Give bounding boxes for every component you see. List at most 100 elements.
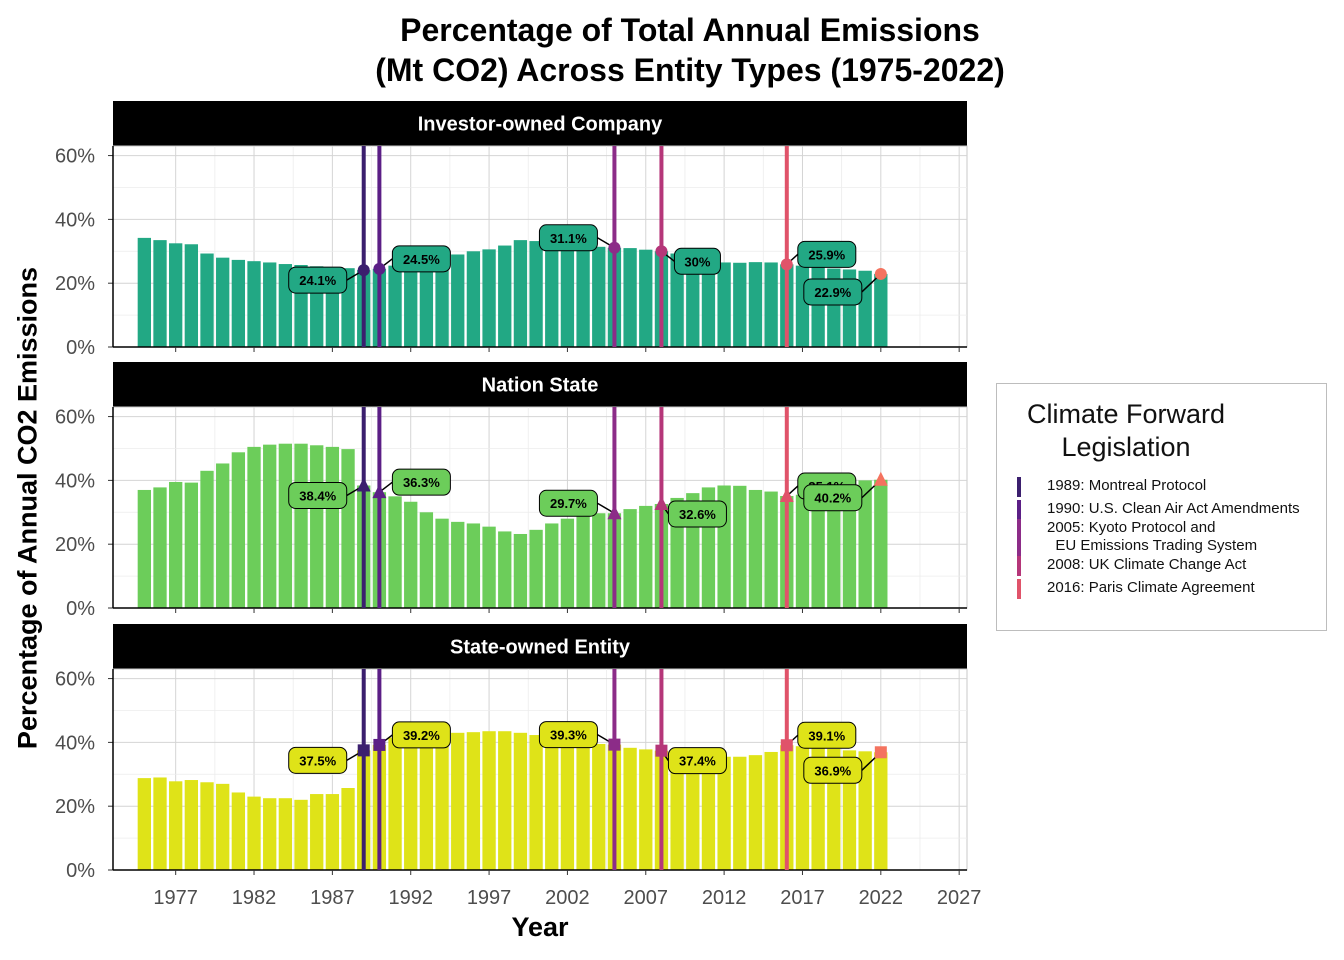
legend-swatch — [1017, 579, 1021, 599]
bar — [764, 491, 778, 608]
y-tick-label: 0% — [66, 598, 95, 620]
bar — [701, 257, 716, 347]
bar — [498, 245, 512, 347]
bar — [404, 501, 418, 608]
y-tick-label: 20% — [55, 796, 95, 818]
bar — [623, 509, 637, 608]
legend-item-label: 2005: Kyoto Protocol and EU Emissions Tr… — [1047, 519, 1258, 554]
x-tick-label: 1987 — [310, 887, 355, 909]
annotation-label: 39.1% — [808, 728, 845, 743]
bar — [153, 240, 167, 347]
bar — [545, 523, 559, 608]
bar — [294, 799, 308, 870]
bar — [200, 782, 214, 870]
bar — [247, 446, 261, 608]
bar — [419, 512, 434, 608]
x-tick-label: 2012 — [702, 887, 747, 909]
bar — [748, 262, 763, 347]
bar — [623, 248, 637, 347]
chart-title-line-2: (Mt CO2) Across Entity Types (1975-2022) — [375, 52, 1005, 88]
bar — [341, 788, 355, 870]
data-marker — [873, 471, 888, 486]
facet-strip-label: Nation State — [482, 375, 599, 397]
x-tick-label: 2002 — [545, 887, 590, 909]
bar — [451, 254, 465, 347]
bar — [200, 253, 214, 347]
annotation-label: 36.9% — [814, 763, 851, 778]
bar — [858, 480, 872, 608]
data-marker — [373, 738, 386, 751]
annotation-box — [797, 721, 857, 749]
bar — [874, 752, 888, 870]
bar — [169, 481, 183, 608]
x-tick-label: 2027 — [937, 887, 982, 909]
data-marker — [608, 738, 621, 751]
legend-swatch — [1017, 556, 1021, 576]
bar — [482, 526, 496, 608]
annotation-box — [391, 468, 451, 496]
legend-item-label: 2008: UK Climate Change Act — [1047, 556, 1247, 573]
bar — [529, 735, 543, 870]
bar — [670, 253, 684, 347]
data-marker — [779, 488, 794, 503]
bar — [733, 485, 747, 608]
bar — [670, 751, 684, 870]
facet-strip — [113, 101, 967, 146]
bar — [184, 244, 199, 347]
annotation-label: 36.3% — [403, 475, 440, 490]
chart-title-line-1: Percentage of Total Annual Emissions — [400, 12, 980, 48]
legend-item-label: 2016: Paris Climate Agreement — [1047, 579, 1255, 596]
bar — [451, 732, 465, 870]
bar — [231, 792, 246, 870]
annotation-label: 24.1% — [299, 273, 336, 288]
annotation-label: 40.2% — [814, 491, 851, 506]
annotation-label: 25.9% — [808, 247, 845, 262]
bar — [576, 245, 590, 347]
bar — [278, 443, 293, 608]
data-marker — [780, 739, 793, 752]
y-tick-label: 60% — [55, 669, 95, 691]
bar — [764, 751, 778, 870]
data-marker — [654, 495, 669, 510]
bar — [639, 749, 653, 870]
bar — [733, 756, 747, 870]
facet-strip — [113, 362, 967, 407]
bar — [498, 731, 512, 870]
y-tick-label: 60% — [55, 146, 95, 168]
data-marker — [373, 262, 386, 275]
data-marker — [356, 477, 371, 492]
annotation-box — [797, 240, 857, 268]
bar — [169, 781, 183, 870]
legend-swatch — [1017, 477, 1021, 497]
bar — [513, 240, 528, 347]
bar — [466, 732, 481, 870]
bar — [419, 734, 434, 870]
data-marker — [607, 505, 622, 520]
data-marker — [357, 744, 370, 757]
bar — [874, 273, 888, 347]
annotation-label: 31.1% — [550, 231, 587, 246]
bar — [231, 259, 246, 347]
bar — [435, 259, 449, 347]
bar — [482, 249, 496, 347]
bar — [592, 513, 606, 608]
bar — [560, 740, 575, 870]
facet-strip — [113, 624, 967, 669]
bar — [592, 246, 606, 347]
annotation-label: 37.5% — [299, 753, 336, 768]
y-tick-label: 60% — [55, 407, 95, 429]
x-axis-label: Year — [511, 912, 569, 942]
bar — [169, 243, 183, 347]
bar — [874, 479, 888, 608]
bar — [419, 262, 434, 347]
bar — [764, 262, 778, 347]
y-tick-label: 20% — [55, 534, 95, 556]
bar — [842, 483, 857, 608]
bar — [137, 237, 151, 347]
legend-title: Climate Forward Legislation — [997, 398, 1255, 464]
bar — [560, 518, 575, 608]
legend-item-label: 1990: U.S. Clean Air Act Amendments — [1047, 500, 1300, 517]
y-tick-label: 20% — [55, 273, 95, 295]
annotation-box — [391, 721, 451, 749]
annotation-box — [538, 489, 598, 517]
